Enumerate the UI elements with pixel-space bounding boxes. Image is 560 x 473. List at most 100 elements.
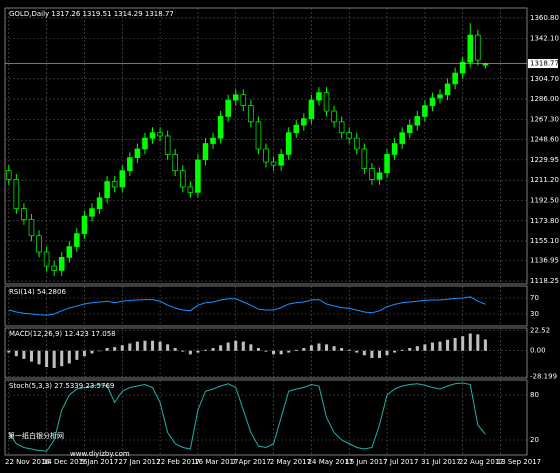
histogram-bar <box>22 350 26 359</box>
histogram-bar <box>60 350 64 367</box>
y-tick-label: 0.00 <box>530 347 546 355</box>
candle-body <box>142 137 148 150</box>
histogram-bar <box>332 346 336 351</box>
watermark-title: 第一纸白银分析网 <box>8 431 64 440</box>
y-tick-label: 1267.30 <box>530 115 559 123</box>
histogram-bar <box>385 350 389 356</box>
price-panel <box>4 7 528 285</box>
histogram-bar <box>188 350 192 355</box>
histogram-bar <box>82 350 86 357</box>
histogram-bar <box>400 349 404 351</box>
candle-body <box>422 105 428 117</box>
histogram-bar <box>370 350 374 358</box>
histogram-bar <box>135 341 139 351</box>
histogram-bar <box>249 344 253 351</box>
histogram-bar <box>309 345 313 351</box>
histogram-bar <box>430 342 434 351</box>
x-tick-label: 31 Jul 2017 <box>421 458 461 466</box>
histogram-bar <box>287 350 291 353</box>
histogram-bar <box>415 346 419 351</box>
candle-body <box>467 34 474 63</box>
histogram-bar <box>468 333 472 351</box>
x-tick-label: 7 Apr 2017 <box>232 458 271 466</box>
panel-title: Stoch(5,3,3) 27.5339 23.5769 <box>9 382 114 390</box>
candle-body <box>217 116 224 139</box>
watermark-url: www.diyizby.com <box>70 450 130 458</box>
stoch-panel <box>4 379 528 456</box>
histogram-bar <box>105 348 109 351</box>
histogram-bar <box>317 343 321 351</box>
y-tick-label: 70 <box>530 294 539 302</box>
candle-body <box>210 137 216 144</box>
candle-body <box>444 83 451 96</box>
y-tick-label: 1155.10 <box>530 237 559 245</box>
y-tick-label: 1248.60 <box>530 136 559 144</box>
y-tick-label: 1229.95 <box>530 156 559 164</box>
candle-body <box>187 186 194 193</box>
histogram-bar <box>446 339 450 351</box>
candle-body <box>74 233 80 247</box>
histogram-bar <box>302 348 306 351</box>
y-tick-label: 80 <box>530 391 539 399</box>
indicator-line <box>8 296 486 316</box>
histogram-bar <box>196 350 200 353</box>
candle-body <box>391 143 398 155</box>
histogram-bar <box>219 345 223 351</box>
y-tick-label: 1192.50 <box>530 196 559 204</box>
candle-body <box>270 161 277 166</box>
histogram-bar <box>340 348 344 351</box>
histogram-bar <box>241 341 245 351</box>
histogram-bar <box>75 350 79 360</box>
candle-body <box>429 97 436 106</box>
candle-body <box>293 124 300 134</box>
candle-body <box>361 148 368 169</box>
y-tick-label: 1360.80 <box>530 14 559 22</box>
candle-body <box>81 215 88 234</box>
candle-body <box>338 121 345 134</box>
histogram-bar <box>151 340 155 351</box>
x-tick-label: 22 Feb 2017 <box>156 458 200 466</box>
histogram-bar <box>128 343 132 351</box>
histogram-bar <box>393 350 397 353</box>
candle-body <box>202 143 209 161</box>
y-tick-label: 22.52 <box>530 326 550 334</box>
histogram-bar <box>347 349 351 351</box>
current-price-label: 1318.77 <box>530 60 559 68</box>
candle-body <box>301 118 307 126</box>
candle-body <box>240 94 247 106</box>
candle-body <box>255 121 262 150</box>
candle-body <box>316 92 322 101</box>
histogram-bar <box>355 350 359 353</box>
candle-body <box>180 170 186 188</box>
histogram-bar <box>67 350 71 364</box>
x-tick-label: 22 Nov 2016 <box>5 458 50 466</box>
histogram-bar <box>211 348 215 351</box>
candle-body <box>323 92 330 112</box>
histogram-bar <box>120 345 124 351</box>
x-tick-label: 27 Jan 2017 <box>118 458 160 466</box>
candle-body <box>21 208 27 220</box>
histogram-bar <box>325 344 329 351</box>
candle-body <box>104 181 110 199</box>
y-tick-label: 1211.20 <box>530 176 559 184</box>
panel-title: GOLD,Daily 1317.26 1319.51 1314.29 1318.… <box>9 10 174 18</box>
candle-body <box>331 110 337 123</box>
candle-body <box>89 208 95 217</box>
rsi-panel <box>4 285 528 327</box>
histogram-bar <box>113 347 117 351</box>
candle-body <box>459 61 466 74</box>
y-tick-label: 20 <box>530 436 539 444</box>
histogram-bar <box>476 334 480 351</box>
candle-body <box>414 116 421 126</box>
candle-body <box>96 197 103 209</box>
histogram-bar <box>423 344 427 351</box>
candle-body <box>406 124 413 134</box>
histogram-bar <box>143 340 147 351</box>
histogram-bar <box>256 348 260 351</box>
histogram-bar <box>203 349 207 351</box>
histogram-bar <box>98 350 102 352</box>
x-tick-label: 16 Mar 2017 <box>194 458 238 466</box>
candle-body <box>232 94 239 101</box>
candle-body <box>263 148 269 163</box>
